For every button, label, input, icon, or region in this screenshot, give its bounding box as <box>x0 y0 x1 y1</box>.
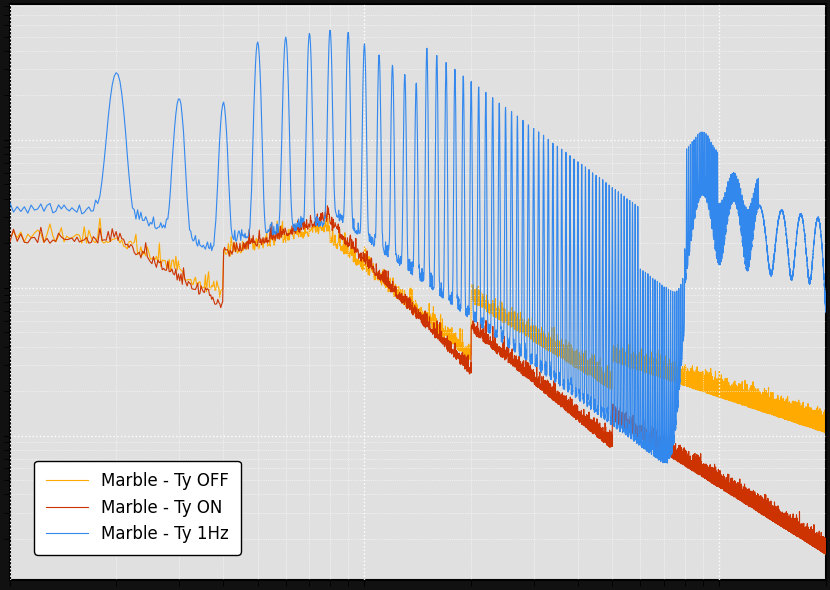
Marble - Ty ON <box>666 453 676 460</box>
Line: Marble - Ty OFF: Marble - Ty OFF <box>10 215 826 432</box>
Marble - Ty 1Hz <box>5 199 15 206</box>
Marble - Ty 1Hz <box>374 55 384 62</box>
Line: Marble - Ty ON: Marble - Ty ON <box>10 206 826 554</box>
Marble - Ty ON <box>322 202 332 209</box>
Marble - Ty ON <box>821 550 830 558</box>
Marble - Ty ON <box>751 494 761 501</box>
Marble - Ty ON <box>786 528 796 535</box>
Marble - Ty 1Hz <box>740 257 750 264</box>
Marble - Ty OFF <box>821 429 830 436</box>
Marble - Ty 1Hz <box>325 27 335 34</box>
Marble - Ty 1Hz <box>775 209 785 217</box>
Marble - Ty OFF <box>374 274 384 281</box>
Marble - Ty OFF <box>322 212 332 219</box>
Marble - Ty ON <box>374 267 384 274</box>
Marble - Ty OFF <box>786 409 796 416</box>
Marble - Ty 1Hz <box>786 272 796 279</box>
Legend: Marble - Ty OFF, Marble - Ty ON, Marble - Ty 1Hz: Marble - Ty OFF, Marble - Ty ON, Marble … <box>34 461 241 555</box>
Marble - Ty ON <box>821 548 830 555</box>
Marble - Ty OFF <box>740 392 750 399</box>
Marble - Ty OFF <box>666 370 676 377</box>
Line: Marble - Ty 1Hz: Marble - Ty 1Hz <box>10 30 826 463</box>
Marble - Ty ON <box>775 519 785 526</box>
Marble - Ty ON <box>740 500 750 507</box>
Marble - Ty 1Hz <box>821 308 830 315</box>
Marble - Ty ON <box>5 239 15 246</box>
Marble - Ty 1Hz <box>751 210 761 217</box>
Marble - Ty OFF <box>775 405 785 412</box>
Marble - Ty 1Hz <box>666 329 676 336</box>
Marble - Ty OFF <box>751 406 761 413</box>
Marble - Ty OFF <box>5 236 15 243</box>
Marble - Ty 1Hz <box>662 460 672 467</box>
